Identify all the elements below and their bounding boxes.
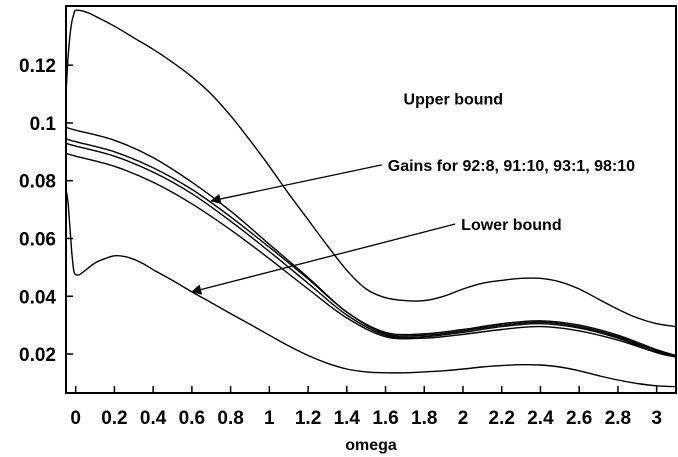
x-tick-label: 2.8	[605, 408, 631, 429]
x-tick-label: 2.6	[566, 408, 592, 429]
x-tick-label: 0	[70, 408, 81, 429]
y-tick-label: 0.06	[19, 229, 56, 250]
x-tick-label: 0.2	[101, 408, 127, 429]
x-tick-label: 2	[458, 408, 469, 429]
annotation-label: Lower bound	[461, 217, 561, 234]
x-tick-label: 1.8	[411, 408, 437, 429]
series-line-6	[65, 189, 677, 388]
y-tick-label: 0.02	[19, 345, 56, 366]
x-axis: 0 0.2 0.4 0.6 0.8 1 1.2 1.4 1.6 1.8 2 2.2 2.4 2.6 2.8 3	[70, 386, 662, 429]
x-tick-label: 1.2	[295, 408, 321, 429]
annotation-label: Gains for 92:8, 91:10, 93:1, 98:10	[388, 158, 635, 175]
y-tick-label: 0.1	[30, 114, 57, 135]
x-tick-label: 3	[651, 408, 662, 429]
annotation-arrow	[210, 164, 382, 205]
y-tick-label: 0.12	[19, 56, 56, 77]
series-line-5	[65, 152, 677, 358]
x-tick-label: 0.8	[217, 408, 243, 429]
x-axis-title: omega	[345, 437, 397, 454]
series-line-3	[65, 138, 677, 357]
y-tick-label: 0.08	[19, 172, 56, 193]
x-tick-label: 1.4	[334, 408, 361, 429]
series-line-1	[65, 9, 677, 328]
annotation-arrow	[190, 223, 456, 295]
annotation-label: Upper bound	[404, 91, 504, 108]
series-line-4	[65, 142, 677, 358]
x-tick-label: 2.2	[489, 408, 515, 429]
series-group	[65, 9, 677, 388]
y-tick-label: 0.04	[19, 287, 56, 308]
x-tick-label: 0.6	[179, 408, 205, 429]
plot-frame	[65, 5, 677, 394]
x-tick-label: 2.4	[527, 408, 554, 429]
y-axis: 0.02 0.04 0.06 0.08 0.1 0.12	[19, 56, 73, 366]
x-tick-label: 0.4	[140, 408, 167, 429]
x-tick-label: 1.6	[372, 408, 398, 429]
annotations-group: Upper bound Gains for 92:8, 91:10, 93:1, …	[190, 91, 635, 295]
x-tick-label: 1	[264, 408, 275, 429]
